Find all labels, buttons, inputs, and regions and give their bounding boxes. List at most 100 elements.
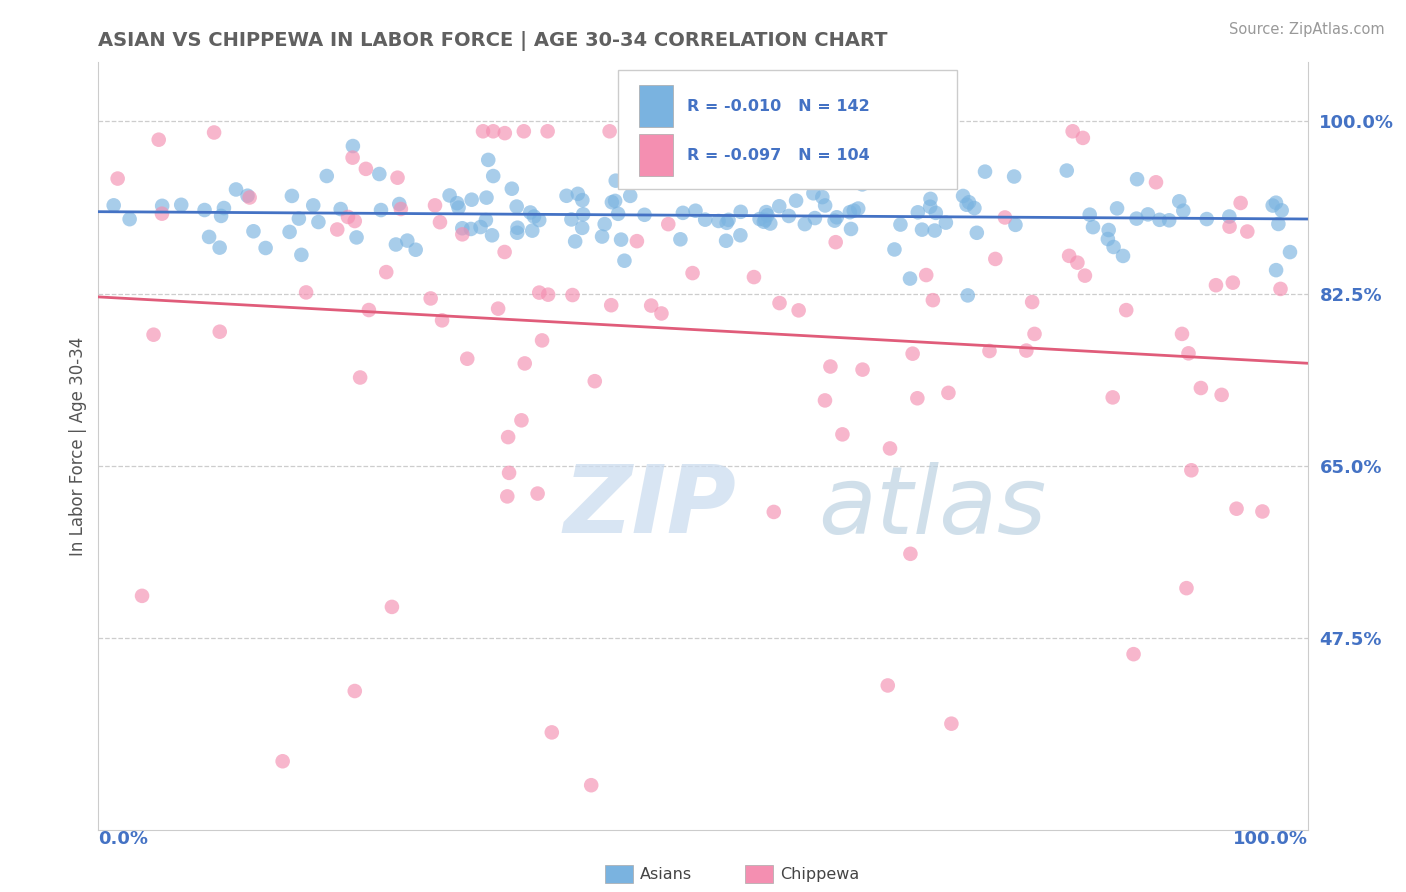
Text: Source: ZipAtlas.com: Source: ZipAtlas.com bbox=[1229, 22, 1385, 37]
Point bbox=[579, 778, 602, 792]
Point bbox=[572, 207, 595, 221]
Point bbox=[513, 356, 536, 370]
Text: ASIAN VS CHIPPEWA IN LABOR FORCE | AGE 30-34 CORRELATION CHART: ASIAN VS CHIPPEWA IN LABOR FORCE | AGE 3… bbox=[98, 30, 889, 51]
Point bbox=[824, 235, 846, 250]
Point bbox=[506, 220, 529, 235]
Point bbox=[787, 303, 810, 318]
Point bbox=[526, 486, 548, 500]
Point bbox=[150, 199, 173, 213]
Point bbox=[271, 754, 294, 768]
Point bbox=[785, 194, 807, 208]
Point bbox=[613, 253, 636, 268]
Point bbox=[1189, 381, 1212, 395]
Point bbox=[349, 370, 371, 384]
Point bbox=[522, 224, 544, 238]
Point bbox=[593, 217, 616, 231]
Point bbox=[387, 170, 409, 185]
Point bbox=[876, 678, 898, 692]
Point bbox=[239, 190, 262, 204]
Point bbox=[730, 228, 752, 243]
Point bbox=[1074, 268, 1097, 283]
Point bbox=[1175, 581, 1198, 595]
Point bbox=[456, 351, 478, 366]
Point bbox=[603, 194, 626, 208]
Point bbox=[966, 226, 988, 240]
Point bbox=[486, 301, 509, 316]
Point bbox=[974, 164, 997, 178]
Point bbox=[529, 285, 551, 300]
Point bbox=[762, 505, 785, 519]
Point bbox=[1004, 218, 1026, 232]
Point bbox=[388, 197, 411, 211]
Point bbox=[920, 192, 942, 206]
Point bbox=[430, 313, 453, 327]
Point bbox=[1219, 219, 1241, 234]
Point bbox=[326, 222, 349, 236]
Point bbox=[460, 193, 482, 207]
Point bbox=[685, 203, 707, 218]
Text: 100.0%: 100.0% bbox=[1233, 830, 1308, 847]
Point bbox=[193, 202, 215, 217]
Point bbox=[672, 206, 695, 220]
Point bbox=[1112, 249, 1135, 263]
Point bbox=[831, 427, 853, 442]
Point bbox=[307, 215, 329, 229]
Point bbox=[510, 413, 533, 427]
Point bbox=[669, 232, 692, 246]
Point bbox=[513, 124, 536, 138]
Point bbox=[254, 241, 277, 255]
Point bbox=[451, 227, 474, 242]
Point bbox=[470, 220, 492, 235]
Point bbox=[626, 234, 648, 248]
Point bbox=[1222, 276, 1244, 290]
Point bbox=[571, 193, 593, 207]
Point bbox=[839, 222, 862, 236]
Point bbox=[1271, 203, 1294, 218]
Point bbox=[1024, 326, 1046, 341]
Point bbox=[1081, 220, 1104, 235]
Point bbox=[935, 216, 957, 230]
Point bbox=[148, 133, 170, 147]
Point bbox=[846, 202, 869, 216]
Point bbox=[1021, 295, 1043, 310]
Point bbox=[389, 202, 412, 216]
Bar bbox=[638, 85, 673, 128]
Point bbox=[883, 243, 905, 257]
Point bbox=[1251, 504, 1274, 518]
Point bbox=[1236, 225, 1258, 239]
Point bbox=[472, 124, 495, 138]
Point bbox=[537, 287, 560, 301]
Point bbox=[704, 172, 727, 186]
Point bbox=[560, 212, 582, 227]
Point bbox=[447, 201, 470, 215]
Point bbox=[682, 266, 704, 280]
Point bbox=[1136, 207, 1159, 221]
Point bbox=[607, 207, 630, 221]
Point bbox=[118, 212, 141, 227]
Point bbox=[605, 174, 627, 188]
Point bbox=[536, 124, 558, 138]
Point bbox=[811, 190, 834, 204]
Point bbox=[955, 198, 977, 212]
Point bbox=[290, 248, 312, 262]
Point bbox=[567, 186, 589, 201]
Point bbox=[1265, 263, 1288, 277]
Point bbox=[963, 201, 986, 215]
Point bbox=[925, 206, 948, 220]
Point bbox=[672, 124, 695, 138]
Point bbox=[1062, 124, 1084, 138]
Point bbox=[838, 205, 860, 219]
Point bbox=[368, 167, 391, 181]
Point bbox=[519, 205, 541, 219]
Point bbox=[506, 226, 529, 240]
Point bbox=[212, 201, 235, 215]
Point bbox=[1270, 282, 1292, 296]
Point bbox=[1066, 255, 1088, 269]
Point bbox=[1229, 196, 1251, 211]
Point bbox=[820, 359, 842, 374]
Point bbox=[1267, 217, 1289, 231]
Point bbox=[381, 599, 404, 614]
Point bbox=[446, 196, 468, 211]
Point bbox=[938, 385, 960, 400]
Point bbox=[1057, 249, 1080, 263]
